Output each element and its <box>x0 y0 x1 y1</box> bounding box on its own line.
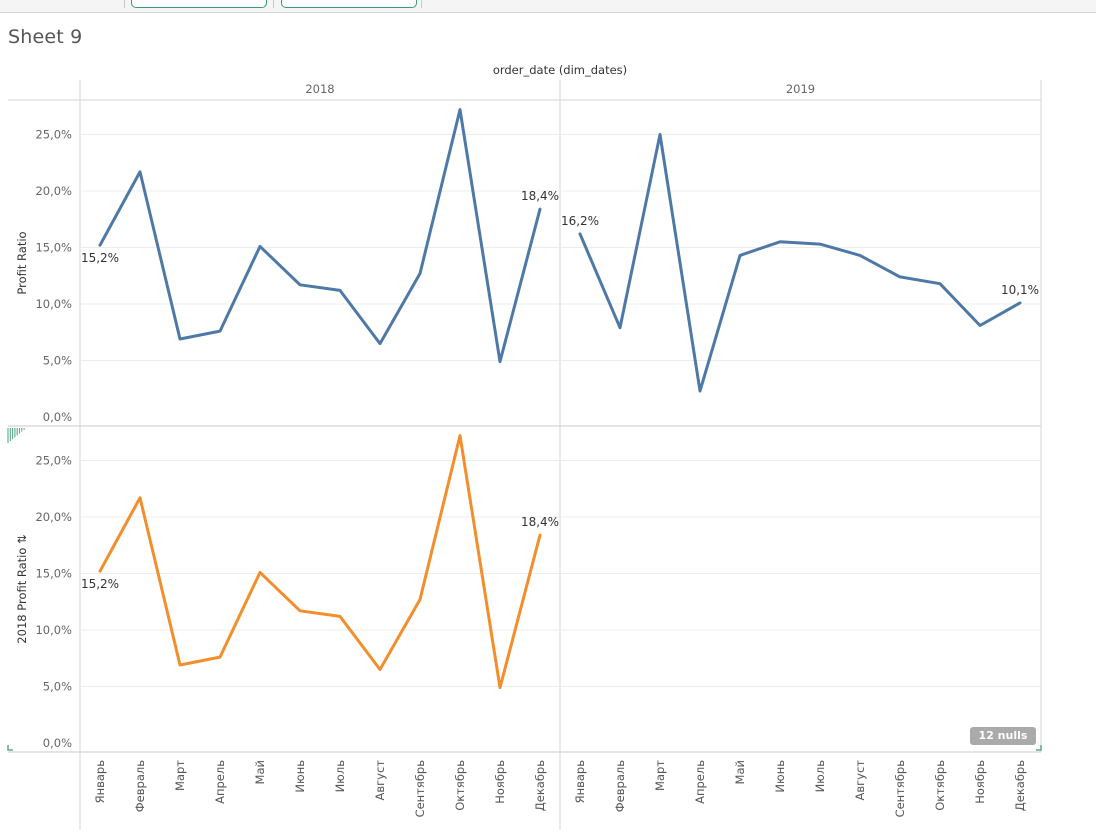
x-tick-label: Февраль <box>613 760 627 812</box>
y-tick-label: 20,0% <box>35 184 72 198</box>
x-tick-label: Январь <box>573 760 587 804</box>
toolbar-tab[interactable] <box>131 0 267 8</box>
y-tick-label: 25,0% <box>35 128 72 142</box>
x-tick-label: Май <box>733 760 747 784</box>
y-axis-label: 2018 Profit Ratio ⇅ <box>15 534 29 644</box>
year-header-2018: 2018 <box>305 82 334 96</box>
y-tick-label: 10,0% <box>35 623 72 637</box>
selection-marker <box>7 428 25 443</box>
x-tick-label: Июль <box>813 760 827 793</box>
x-tick-label: Март <box>173 760 187 791</box>
x-tick-label: Февраль <box>133 760 147 812</box>
x-tick-label: Май <box>253 760 267 784</box>
x-tick-label: Январь <box>93 760 107 804</box>
series-line-2018-pane-2 <box>98 434 542 690</box>
nulls-indicator[interactable]: 12 nulls <box>970 727 1036 745</box>
y-tick-label: 10,0% <box>35 297 72 311</box>
selection-marker <box>7 745 13 751</box>
toolbar-tab[interactable] <box>281 0 417 8</box>
toolbar-divider <box>124 0 125 8</box>
y-axis-label: Profit Ratio <box>15 231 29 294</box>
y-tick-label: 0,0% <box>43 736 72 750</box>
x-tick-label: Сентябрь <box>893 760 907 818</box>
series-line-2018-pane-1 <box>98 108 542 364</box>
y-tick-label: 0,0% <box>43 410 72 424</box>
data-label: 18,4% <box>521 189 559 203</box>
x-tick-label: Август <box>373 760 387 801</box>
data-label: 16,2% <box>561 214 599 228</box>
x-tick-label: Июнь <box>293 760 307 793</box>
x-tick-label: Август <box>853 760 867 801</box>
data-label: 10,1% <box>1001 283 1039 297</box>
y-tick-label: 5,0% <box>43 680 72 694</box>
toolbar-strip <box>0 0 1096 13</box>
data-label: 15,2% <box>81 251 119 265</box>
x-tick-label: Декабрь <box>533 760 547 811</box>
year-header-2019: 2019 <box>786 82 815 96</box>
data-label: 15,2% <box>81 577 119 591</box>
x-tick-label: Сентябрь <box>413 760 427 818</box>
x-tick-label: Апрель <box>693 760 707 804</box>
y-tick-label: 20,0% <box>35 510 72 524</box>
data-label: 18,4% <box>521 515 559 529</box>
toolbar-divider <box>421 0 422 8</box>
x-tick-label: Июнь <box>773 760 787 793</box>
y-tick-label: 15,0% <box>35 241 72 255</box>
column-header: order_date (dim_dates) <box>493 63 627 77</box>
selection-marker <box>1036 745 1042 751</box>
x-tick-label: Март <box>653 760 667 791</box>
x-tick-label: Июль <box>333 760 347 793</box>
y-tick-label: 15,0% <box>35 567 72 581</box>
y-tick-label: 5,0% <box>43 354 72 368</box>
toolbar-divider <box>273 0 274 8</box>
x-tick-label: Декабрь <box>1013 760 1027 811</box>
x-tick-label: Ноябрь <box>973 760 987 804</box>
x-tick-label: Ноябрь <box>493 760 507 804</box>
x-tick-label: Апрель <box>213 760 227 804</box>
series-line-2019-pane-1 <box>578 133 1022 393</box>
sheet-title: Sheet 9 <box>8 26 83 48</box>
x-tick-label: Октябрь <box>453 760 467 811</box>
y-tick-label: 25,0% <box>35 454 72 468</box>
x-tick-label: Октябрь <box>933 760 947 811</box>
